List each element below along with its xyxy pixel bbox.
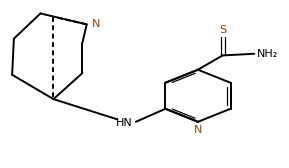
Text: N: N [92,19,100,29]
Text: HN: HN [116,118,133,128]
Text: NH₂: NH₂ [257,49,278,59]
Text: N: N [194,125,202,136]
Text: S: S [219,25,226,35]
